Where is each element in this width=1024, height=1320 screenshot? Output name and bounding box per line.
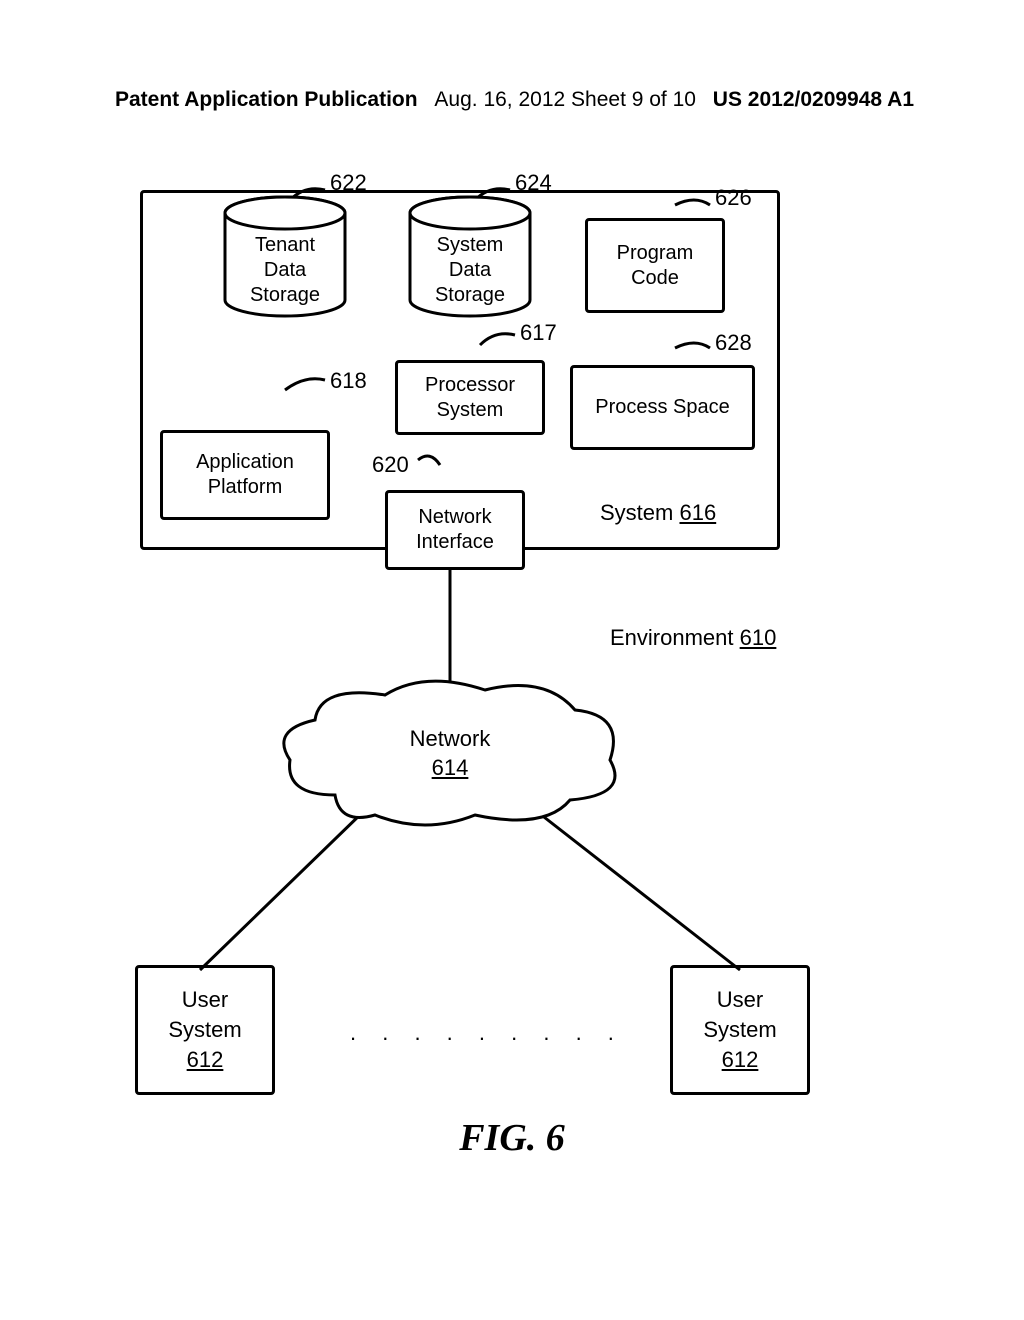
environment-label: Environment 610: [610, 625, 776, 651]
environment-label-num: 610: [740, 625, 777, 650]
system-label-text: System: [600, 500, 673, 525]
program-code: Program Code: [585, 218, 725, 313]
process-space-label: Process Space: [595, 395, 730, 420]
program-code-label: Program Code: [617, 241, 694, 291]
network-text: Network: [275, 725, 625, 754]
ref-618: 618: [330, 368, 367, 394]
user-system-left-text: User System: [168, 985, 241, 1044]
system-data-label: System Data Storage: [405, 233, 535, 308]
tenant-data-label: Tenant Data Storage: [220, 233, 350, 308]
figure-label: FIG. 6: [0, 1116, 1024, 1160]
header-right: US 2012/0209948 A1: [713, 88, 914, 112]
network-num: 614: [432, 754, 469, 783]
ref-624: 624: [515, 170, 552, 196]
process-space: Process Space: [570, 365, 755, 450]
ref-628: 628: [715, 330, 752, 356]
ref-626: 626: [715, 185, 752, 211]
header-mid: Aug. 16, 2012 Sheet 9 of 10: [434, 88, 696, 112]
processor-system: Processor System: [395, 360, 545, 435]
system-label: System 616: [600, 500, 716, 526]
ref-617: 617: [520, 320, 557, 346]
user-system-left: User System 612: [135, 965, 275, 1095]
processor-system-label: Processor System: [425, 373, 515, 423]
environment-label-text: Environment: [610, 625, 734, 650]
network-interface-label: Network Interface: [416, 505, 494, 555]
ref-622: 622: [330, 170, 367, 196]
ellipsis-dots: . . . . . . . . .: [350, 1020, 624, 1046]
application-platform-label: Application Platform: [196, 450, 294, 500]
network-interface: Network Interface: [385, 490, 525, 570]
user-system-left-num: 612: [187, 1045, 224, 1075]
network-cloud: Network 614: [275, 675, 625, 840]
user-system-right-num: 612: [722, 1045, 759, 1075]
user-system-right-text: User System: [703, 985, 776, 1044]
ref-620: 620: [372, 452, 409, 478]
tenant-data-storage: Tenant Data Storage: [220, 195, 350, 320]
system-data-storage: System Data Storage: [405, 195, 535, 320]
header-left: Patent Application Publication: [115, 88, 418, 112]
application-platform: Application Platform: [160, 430, 330, 520]
diagram: Tenant Data Storage System Data Storage …: [140, 170, 880, 1090]
user-system-right: User System 612: [670, 965, 810, 1095]
system-label-num: 616: [679, 500, 716, 525]
